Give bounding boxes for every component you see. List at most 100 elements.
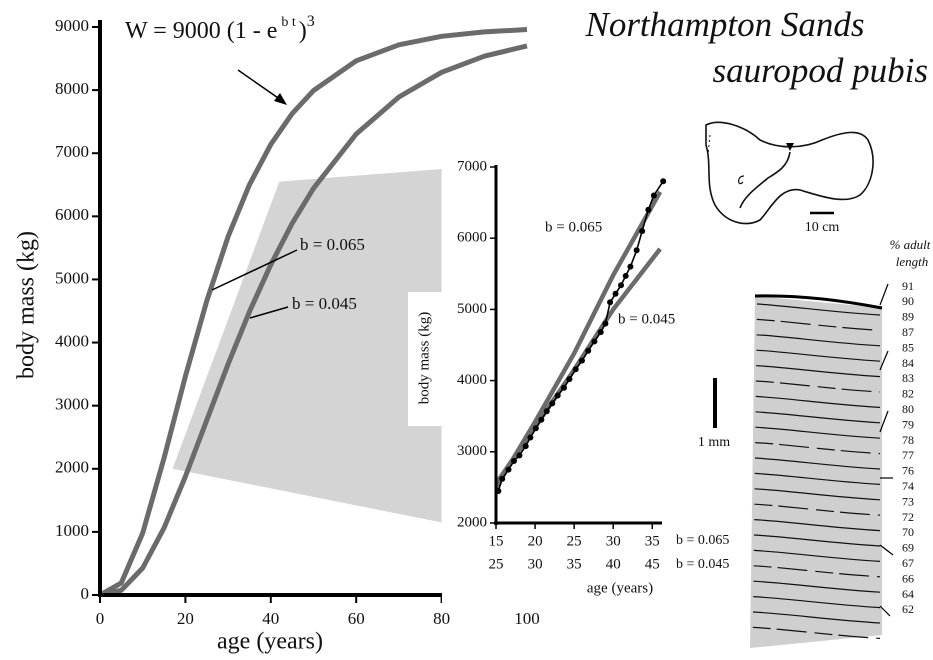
length-label: 91 bbox=[902, 279, 914, 293]
arrowhead bbox=[786, 143, 794, 151]
length-label: 89 bbox=[902, 310, 914, 324]
length-label: 74 bbox=[902, 479, 914, 493]
label-leader bbox=[249, 306, 289, 319]
data-point bbox=[554, 392, 561, 399]
y-tick-label: 4000 bbox=[55, 331, 89, 350]
y-tick-label: 5000 bbox=[55, 268, 89, 287]
growth-line bbox=[755, 380, 881, 393]
formula-close: ) bbox=[299, 18, 307, 44]
shaded-region bbox=[172, 169, 442, 523]
label-leaders bbox=[879, 283, 894, 617]
series-label: b = 0.065 bbox=[300, 235, 365, 254]
data-point bbox=[639, 228, 646, 235]
data-point bbox=[612, 290, 619, 297]
y-axis-label: body mass (kg) bbox=[416, 312, 432, 405]
x2-tick-label: 40 bbox=[606, 556, 621, 572]
growth-lines bbox=[752, 303, 881, 639]
y-tick-label: 8000 bbox=[55, 79, 89, 98]
y-tick-label: 3000 bbox=[457, 443, 487, 459]
data-point bbox=[549, 400, 556, 407]
length-label: 73 bbox=[902, 494, 914, 508]
x-tick-label: 80 bbox=[433, 609, 450, 628]
x2-tick-label: 25 bbox=[489, 556, 504, 572]
data-point bbox=[585, 347, 592, 354]
x-tick-label: 20 bbox=[177, 609, 194, 628]
growth-line bbox=[753, 580, 881, 593]
title-line: sauropod pubis bbox=[712, 51, 928, 90]
y-tick-label: 4000 bbox=[457, 372, 487, 388]
data-point bbox=[572, 366, 579, 373]
length-label: 90 bbox=[902, 294, 914, 308]
data-point bbox=[578, 357, 585, 364]
formula-arrow bbox=[237, 69, 282, 101]
data-point bbox=[645, 206, 652, 213]
y-axis-label: body mass (kg) bbox=[14, 231, 40, 379]
data-point bbox=[543, 408, 550, 415]
formula-exponent: b t bbox=[281, 15, 296, 30]
formula-power: 3 bbox=[307, 13, 315, 30]
growth-line bbox=[754, 519, 881, 532]
x-tick-label: 100 bbox=[514, 609, 540, 628]
length-label: 83 bbox=[902, 371, 914, 385]
length-label: 77 bbox=[902, 448, 914, 462]
x-axis-label: age (years) bbox=[587, 580, 653, 596]
y-tick-label: 6000 bbox=[457, 230, 487, 246]
growth-line bbox=[756, 365, 881, 378]
x-tick-label: 20 bbox=[528, 533, 543, 549]
histology-header: length bbox=[896, 254, 929, 269]
growth-line bbox=[754, 503, 881, 516]
x2-tick-label: 45 bbox=[645, 556, 660, 572]
y-tick-label: 9000 bbox=[55, 16, 89, 35]
length-label: 67 bbox=[902, 556, 914, 570]
length-label: 78 bbox=[902, 433, 914, 447]
data-point bbox=[499, 475, 506, 482]
x-axis-label: age (years) bbox=[217, 629, 323, 655]
data-point bbox=[660, 178, 667, 185]
data-point bbox=[516, 452, 523, 459]
y-tick-label: 3000 bbox=[55, 395, 89, 414]
section-edge bbox=[754, 294, 883, 310]
scale-label: 1 mm bbox=[698, 435, 730, 450]
growth-line bbox=[755, 426, 881, 439]
y-tick-label: 5000 bbox=[457, 301, 487, 317]
growth-line bbox=[755, 395, 881, 408]
data-point bbox=[510, 458, 517, 465]
x-tick-label: 60 bbox=[348, 609, 365, 628]
y-tick-label: 7000 bbox=[457, 158, 487, 174]
growth-line bbox=[756, 334, 881, 347]
data-point bbox=[527, 434, 534, 441]
data-point bbox=[597, 329, 604, 336]
y-tick-label: 6000 bbox=[55, 205, 89, 224]
formula-base: W = 9000 (1 - e bbox=[125, 18, 277, 44]
growth-line bbox=[755, 411, 881, 424]
growth-line bbox=[756, 303, 881, 316]
data-point bbox=[602, 320, 609, 327]
x-tick-label: 0 bbox=[96, 609, 105, 628]
scale-label: 10 cm bbox=[805, 220, 840, 235]
length-label: 84 bbox=[902, 356, 914, 370]
y-tick-label: 7000 bbox=[55, 142, 89, 161]
histology-section bbox=[750, 296, 882, 648]
series-label: b = 0.065 bbox=[545, 219, 602, 235]
length-label: 62 bbox=[902, 602, 914, 616]
growth-line bbox=[753, 549, 881, 562]
x-tick-label: 15 bbox=[489, 533, 504, 549]
growth-line bbox=[753, 534, 881, 547]
growth-line bbox=[754, 488, 881, 501]
histology-marker: b = 0.065 bbox=[676, 533, 729, 548]
length-label: 87 bbox=[902, 325, 914, 339]
data-point bbox=[650, 192, 657, 199]
growth-line bbox=[752, 626, 881, 639]
data-point bbox=[532, 425, 539, 432]
growth-curve bbox=[99, 43, 528, 598]
x-tick-label: 30 bbox=[606, 533, 621, 549]
data-point bbox=[560, 384, 567, 391]
data-point bbox=[618, 282, 625, 289]
series-label: b = 0.045 bbox=[618, 311, 675, 327]
length-label: 85 bbox=[902, 340, 914, 354]
length-label: 66 bbox=[902, 571, 914, 585]
y-tick-label: 2000 bbox=[55, 458, 89, 477]
data-point bbox=[627, 263, 634, 270]
x2-tick-label: 30 bbox=[528, 556, 543, 572]
growth-line bbox=[753, 565, 881, 578]
